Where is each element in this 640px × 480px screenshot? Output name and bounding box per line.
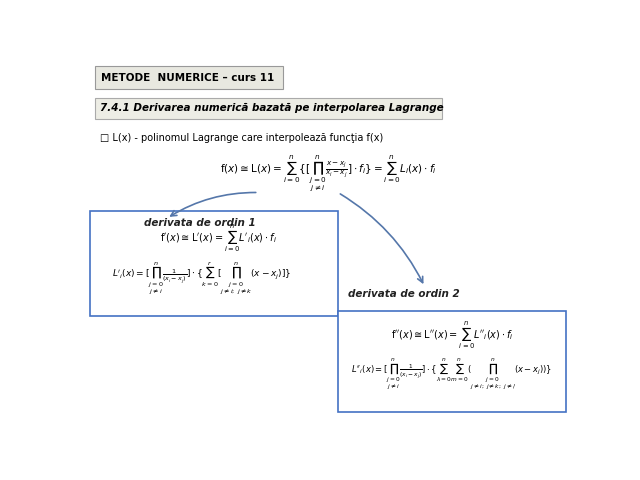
Text: derivata de ordin 2: derivata de ordin 2 xyxy=(348,288,460,299)
Text: $L'_i(x) = [\prod_{\substack{j=0\\j\neq i}}^{n}\frac{1}{(x_i-x_j)}]\cdot\{\sum_{: $L'_i(x) = [\prod_{\substack{j=0\\j\neq … xyxy=(112,260,291,297)
Text: $\mathrm{f}''(x) \cong \mathrm{L}''(x) = \sum_{i=0}^{n} L''_i(x)\cdot f_i$: $\mathrm{f}''(x) \cong \mathrm{L}''(x) =… xyxy=(390,320,513,351)
Text: METODE  NUMERICE – curs 11: METODE NUMERICE – curs 11 xyxy=(101,72,274,83)
FancyBboxPatch shape xyxy=(338,311,566,412)
FancyBboxPatch shape xyxy=(90,211,338,316)
Text: $\mathrm{f}(x) \cong \mathrm{L}(x) = \sum_{\substack{i=0}}^{n}\{[\prod_{\substac: $\mathrm{f}(x) \cong \mathrm{L}(x) = \su… xyxy=(220,154,436,194)
FancyBboxPatch shape xyxy=(95,66,284,89)
Text: $L''_i(x) = [\prod_{\substack{j=0\\j\neq i}}^{n}\frac{1}{(x_i-x_j)}]\cdot\{\sum_: $L''_i(x) = [\prod_{\substack{j=0\\j\neq… xyxy=(351,357,552,392)
Text: □ L(x) - polinomul Lagrange care interpolează funcţia f(x): □ L(x) - polinomul Lagrange care interpo… xyxy=(100,133,383,144)
Text: derivata de ordin 1: derivata de ordin 1 xyxy=(145,218,256,228)
FancyBboxPatch shape xyxy=(95,98,442,119)
Text: $\mathrm{f}'(x) \cong \mathrm{L}'(x) = \sum_{i=0}^{n} L'_i(x)\cdot f_i$: $\mathrm{f}'(x) \cong \mathrm{L}'(x) = \… xyxy=(161,222,277,253)
Text: 7.4.1 Derivarea numerică bazată pe interpolarea Lagrange: 7.4.1 Derivarea numerică bazată pe inter… xyxy=(100,103,444,113)
